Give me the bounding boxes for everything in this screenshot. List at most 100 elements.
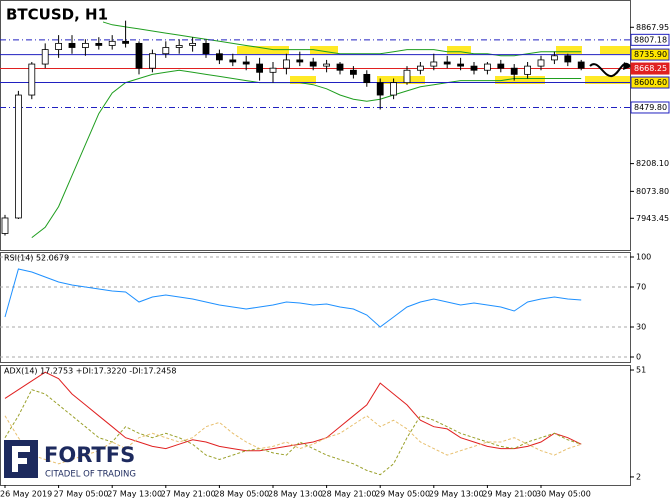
candle-body <box>175 45 183 48</box>
y-tick-label: 8867.95 <box>636 23 669 32</box>
logo: FORTFS CITADEL OF TRADING <box>4 440 136 480</box>
x-tick-label: 29 May 05:00 <box>375 490 430 499</box>
candle-body <box>483 63 491 71</box>
zone <box>556 46 582 54</box>
panel-frame <box>0 0 631 251</box>
y-tick-label: 100 <box>636 253 651 262</box>
chart-title: BTCUSD, H1 <box>6 6 108 24</box>
candle-body <box>14 94 22 219</box>
panel-frame <box>0 252 631 363</box>
level-label: 8600.60 <box>634 78 667 87</box>
x-tick-label: 29 May 21:00 <box>482 490 537 499</box>
candle-body <box>457 63 465 67</box>
candle-body <box>82 42 89 48</box>
x-tick-label: 29 May 13:00 <box>429 490 484 499</box>
x-tick-label: 28 May 05:00 <box>214 490 269 499</box>
candle-body <box>55 42 62 50</box>
y-tick-label: 7943.45 <box>636 214 669 223</box>
zone-highlights <box>237 46 630 84</box>
candle-body <box>215 53 223 61</box>
candle-body <box>430 61 438 67</box>
band-lower <box>31 69 582 238</box>
series-line <box>4 268 582 328</box>
logo-mark <box>12 446 30 472</box>
x-tick-label: 26 May 2019 <box>0 490 52 499</box>
zone <box>310 46 338 54</box>
zone <box>600 46 630 54</box>
candle-body <box>403 69 411 84</box>
zone <box>495 76 545 84</box>
candle-body <box>416 65 424 71</box>
x-tick-label: 27 May 13:00 <box>107 490 162 499</box>
candle-body <box>1 217 9 234</box>
candle-body <box>162 47 170 55</box>
candle-body <box>336 63 344 71</box>
candle-body <box>577 61 585 69</box>
zone <box>237 46 289 54</box>
candle-body <box>323 63 331 67</box>
zone <box>585 76 630 84</box>
candle-body <box>68 42 76 48</box>
level-label: 8668.25 <box>634 64 667 73</box>
y-tick-label: 2 <box>636 472 641 481</box>
x-tick-label: 28 May 13:00 <box>268 490 323 499</box>
x-tick-label: 27 May 21:00 <box>161 490 216 499</box>
candle-body <box>242 61 250 65</box>
candle-body <box>256 63 264 73</box>
y-tick-label: 30 <box>636 323 646 332</box>
series-line <box>4 415 582 465</box>
candle-body <box>551 55 558 61</box>
logo-name: FORTFS <box>44 443 135 467</box>
candle-body <box>296 59 304 63</box>
candle-body <box>189 42 197 46</box>
candle-body <box>510 67 518 75</box>
level-label-box <box>630 62 670 75</box>
candle-body <box>309 61 317 67</box>
candle-body <box>376 82 384 96</box>
candle-body <box>108 40 116 46</box>
y-tick-label: 70 <box>636 283 646 292</box>
candle-body <box>202 42 210 55</box>
adx-title: ADX(14) 17.2753 +DI:17.3220 -DI:17.2458 <box>4 367 176 376</box>
level-label: 8479.80 <box>634 103 667 112</box>
x-tick-label: 28 May 21:00 <box>322 490 377 499</box>
candle-body <box>390 82 398 96</box>
candle-body <box>363 73 371 84</box>
x-tick-label: 30 May 05:00 <box>536 490 591 499</box>
band-upper <box>31 7 582 57</box>
candle-body <box>135 42 143 69</box>
candle-body <box>41 49 49 65</box>
level-label-box <box>630 101 670 114</box>
level-label-box <box>630 48 670 61</box>
forecast-arrowhead <box>623 62 631 70</box>
candle-body <box>28 63 36 96</box>
candle-body <box>229 59 237 63</box>
x-tick-label: 27 May 05:00 <box>54 490 109 499</box>
zone <box>290 76 316 84</box>
y-tick-label: 8208.10 <box>636 159 669 168</box>
level-label-box <box>630 33 670 46</box>
panel-frame <box>0 365 631 486</box>
candle-body <box>95 42 103 46</box>
candle-body <box>349 69 357 75</box>
zone <box>447 46 471 54</box>
level-label: 8807.18 <box>634 35 667 44</box>
candle-body <box>148 53 156 69</box>
y-tick-label: 8073.80 <box>636 187 669 196</box>
logo-tagline: CITADEL OF TRADING <box>45 470 136 480</box>
candle-body <box>497 63 505 69</box>
y-tick-label: 0 <box>636 353 641 362</box>
candle-body <box>470 65 478 71</box>
y-tick-label: 51 <box>636 366 646 375</box>
candle-body <box>122 40 129 44</box>
rsi-title: RSI(14) 52.0679 <box>4 254 69 263</box>
level-label: 8735.90 <box>634 50 667 59</box>
series-line <box>4 389 582 476</box>
title-background <box>3 3 103 25</box>
candle-body <box>269 67 277 73</box>
level-label-box <box>630 76 670 89</box>
candle-body <box>443 61 451 65</box>
candle-body <box>524 65 531 75</box>
